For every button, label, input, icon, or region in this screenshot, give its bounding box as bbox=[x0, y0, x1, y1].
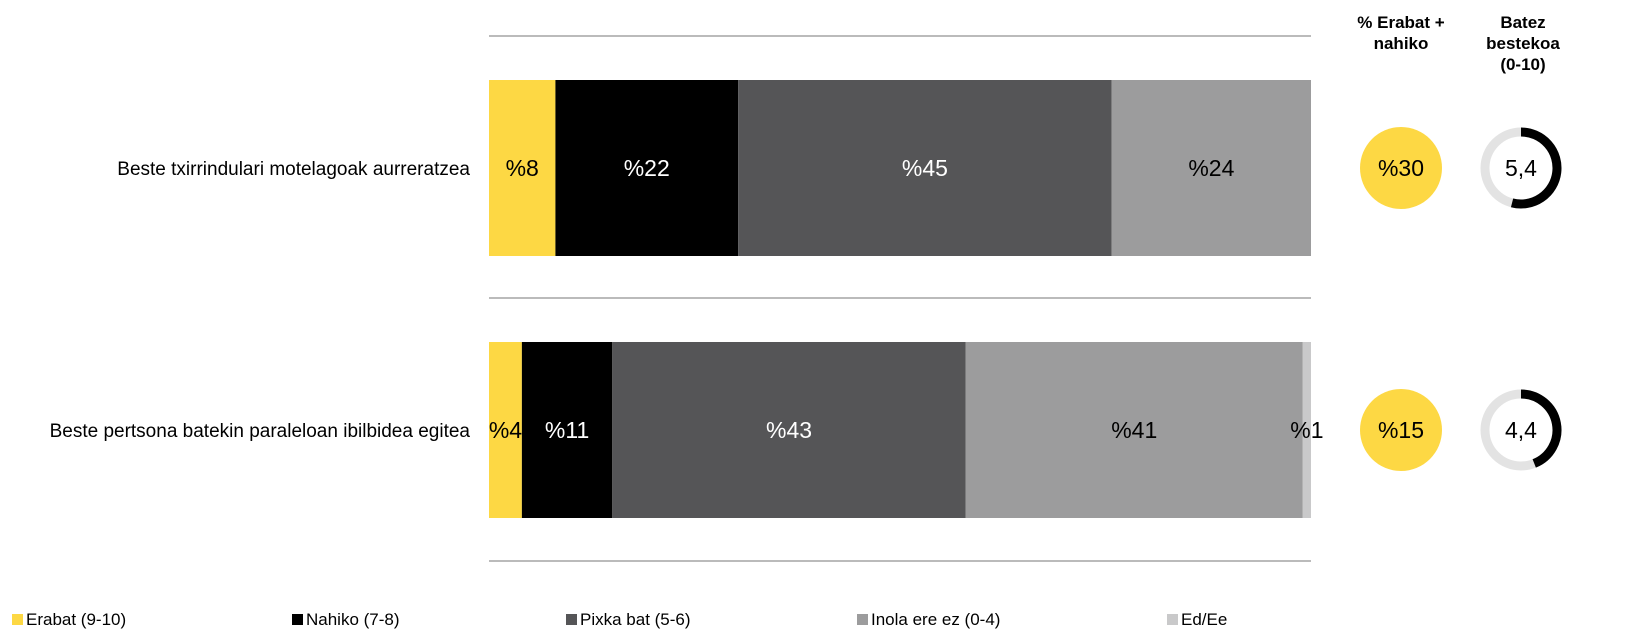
legend-item-pixka: Pixka bat (5-6) bbox=[566, 610, 691, 630]
row-label: Beste pertsona batekin paraleloan ibilbi… bbox=[50, 421, 471, 442]
legend-swatch bbox=[1167, 614, 1178, 625]
legend-label: Ed/Ee bbox=[1181, 610, 1228, 629]
bar-segment-pixka bbox=[738, 80, 1112, 256]
header-pct-erabat-nahiko: % Erabat + nahiko bbox=[1357, 13, 1445, 53]
legend-label: Pixka bat (5-6) bbox=[580, 610, 691, 629]
pct-erabat-nahiko-circle bbox=[1360, 389, 1442, 471]
average-value-label: 4,4 bbox=[1505, 417, 1537, 443]
bar-segment-erabat bbox=[489, 80, 556, 256]
pct-erabat-nahiko-label: %30 bbox=[1378, 155, 1424, 181]
legend-label: Erabat (9-10) bbox=[26, 610, 127, 629]
bar-segment-inola bbox=[1111, 80, 1311, 256]
legend-swatch bbox=[566, 614, 577, 625]
data-label: %45 bbox=[902, 155, 948, 181]
pct-erabat-nahiko-circle bbox=[1360, 127, 1442, 209]
average-value-label: 5,4 bbox=[1505, 155, 1537, 181]
bar-segment-nahiko bbox=[521, 342, 613, 518]
bar-segment-erabat bbox=[489, 342, 522, 518]
data-label: %43 bbox=[766, 417, 812, 443]
legend-swatch bbox=[292, 614, 303, 625]
legend-item-nahiko: Nahiko (7-8) bbox=[292, 610, 400, 630]
legend-swatch bbox=[857, 614, 868, 625]
average-ring-arc bbox=[1510, 127, 1562, 209]
data-label: %22 bbox=[624, 155, 670, 181]
stacked-bar-chart: Beste txirrindulari motelagoak aurreratz… bbox=[50, 35, 1562, 562]
legend-swatch bbox=[12, 614, 23, 625]
bar-segment-inola bbox=[965, 342, 1303, 518]
header-batez-bestekoa: Batez bestekoa (0-10) bbox=[1486, 13, 1560, 74]
bar-segment-nahiko bbox=[555, 80, 739, 256]
average-ring-arc bbox=[1520, 389, 1562, 468]
data-label: %8 bbox=[506, 155, 539, 181]
legend-item-erabat: Erabat (9-10) bbox=[12, 610, 126, 630]
legend-label: Nahiko (7-8) bbox=[306, 610, 400, 629]
legend-item-inola: Inola ere ez (0-4) bbox=[857, 610, 1000, 630]
bar-segment-edee bbox=[1302, 342, 1311, 518]
legend-label: Inola ere ez (0-4) bbox=[871, 610, 1001, 629]
data-label: %4 bbox=[489, 417, 522, 443]
data-label: %1 bbox=[1290, 417, 1323, 443]
data-label: %41 bbox=[1111, 417, 1157, 443]
legend: Erabat (9-10) Nahiko (7-8) Pixka bat (5-6)… bbox=[0, 610, 1650, 630]
row-label: Beste txirrindulari motelagoak aurreratz… bbox=[117, 159, 470, 180]
legend-item-edee: Ed/Ee bbox=[1167, 610, 1227, 630]
data-label: %24 bbox=[1188, 155, 1234, 181]
pct-erabat-nahiko-label: %15 bbox=[1378, 417, 1424, 443]
bar-segment-pixka bbox=[612, 342, 966, 518]
data-label: %11 bbox=[545, 417, 589, 443]
